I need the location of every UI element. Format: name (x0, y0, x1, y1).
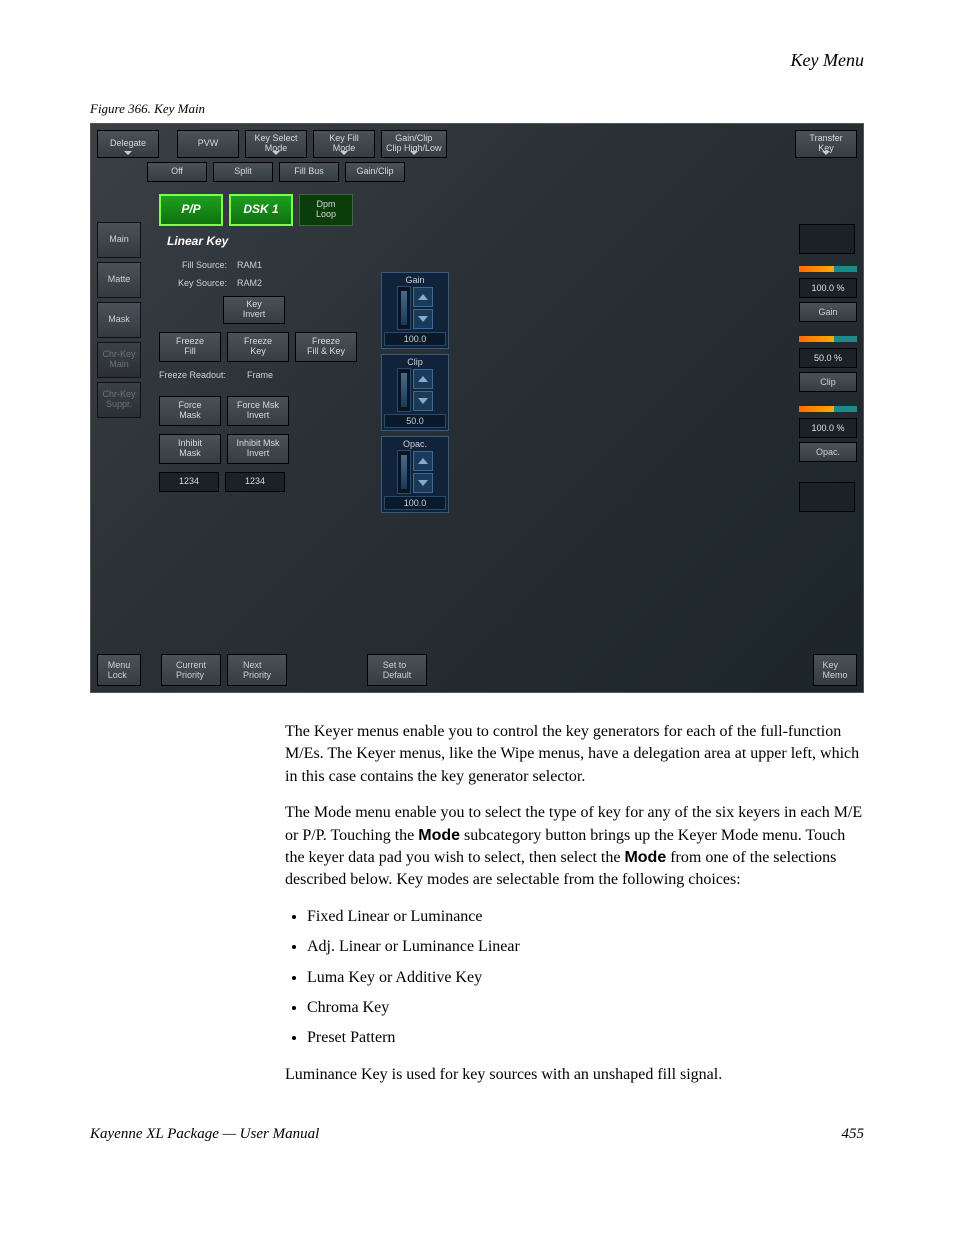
linear-key-title: Linear Key (167, 234, 857, 248)
slider-label: Clip (384, 357, 446, 367)
footer-left: Kayenne XL Package — User Manual (90, 1126, 319, 1143)
row2-button-2[interactable]: Fill Bus (279, 162, 339, 182)
row2-button-3[interactable]: Gain/Clip (345, 162, 405, 182)
slider-opac.[interactable]: Opac. 100.0 (381, 436, 449, 513)
left-tab-1[interactable]: Matte (97, 262, 141, 298)
mode-keyword-1: Mode (418, 827, 460, 844)
pp-button-1[interactable]: DSK 1 (229, 194, 293, 226)
bullet-4: Preset Pattern (307, 1027, 864, 1049)
fill-source-label: Fill Source: (159, 260, 227, 270)
left-tab-0[interactable]: Main (97, 222, 141, 258)
bullet-1: Adj. Linear or Luminance Linear (307, 936, 864, 958)
right-value-0: 100.0 % (799, 278, 857, 298)
right-label-2[interactable]: Opac. (799, 442, 857, 462)
meter-1 (799, 336, 857, 342)
bullet-0: Fixed Linear or Luminance (307, 906, 864, 928)
right-dark-box (799, 224, 855, 254)
arrow-down-icon[interactable] (413, 391, 433, 411)
mode-keyword-2: Mode (624, 849, 666, 866)
right-label-1[interactable]: Clip (799, 372, 857, 392)
slider-gain[interactable]: Gain 100.0 (381, 272, 449, 349)
row2-button-0[interactable]: Off (147, 162, 207, 182)
slider-label: Opac. (384, 439, 446, 449)
mask-button-2[interactable]: InhibitMask (159, 434, 221, 464)
top-button-2[interactable]: Key SelectMode (245, 130, 307, 158)
arrow-down-icon[interactable] (413, 309, 433, 329)
ui-screenshot: DelegatePVWKey SelectModeKey FillModeGai… (90, 123, 864, 693)
slider-clip[interactable]: Clip 50.0 (381, 354, 449, 431)
para3: Luminance Key is used for key sources wi… (285, 1064, 864, 1086)
slider-track[interactable] (397, 450, 411, 494)
left-tab-2[interactable]: Mask (97, 302, 141, 338)
key-source-value: RAM2 (237, 278, 262, 288)
body-text: The Keyer menus enable you to control th… (90, 721, 864, 1086)
row2-button-1[interactable]: Split (213, 162, 273, 182)
para2: The Mode menu enable you to select the t… (285, 802, 864, 892)
freeze-readout-value: Frame (247, 370, 273, 380)
slider-label: Gain (384, 275, 446, 285)
mask-button-1[interactable]: Force MskInvert (227, 396, 289, 426)
key-source-label: Key Source: (159, 278, 227, 288)
slider-track[interactable] (397, 286, 411, 330)
left-tab-3[interactable]: Chr-KeyMain (97, 342, 141, 378)
mask-button-0[interactable]: ForceMask (159, 396, 221, 426)
top-button-4[interactable]: Gain/ClipClip High/Low (381, 130, 447, 158)
fill-source-value: RAM1 (237, 260, 262, 270)
bullet-3: Chroma Key (307, 997, 864, 1019)
slider-value: 50.0 (384, 414, 446, 428)
right-value-2: 100.0 % (799, 418, 857, 438)
arrow-up-icon[interactable] (413, 369, 433, 389)
left-tab-4[interactable]: Chr-KeySuppr. (97, 382, 141, 418)
top-button-3[interactable]: Key FillMode (313, 130, 375, 158)
right-value-1: 50.0 % (799, 348, 857, 368)
right-dark-box-2 (799, 482, 855, 512)
arrow-up-icon[interactable] (413, 287, 433, 307)
slider-track[interactable] (397, 368, 411, 412)
mask-value-0: 1234 (159, 472, 219, 492)
mask-value-1: 1234 (225, 472, 285, 492)
top-button-1[interactable]: PVW (177, 130, 239, 158)
freeze-button-1[interactable]: FreezeKey (227, 332, 289, 362)
header-title: Key Menu (90, 50, 864, 71)
set-default-button[interactable]: Set toDefault (367, 654, 427, 686)
top-button-0[interactable]: Delegate (97, 130, 159, 158)
menu-lock-button[interactable]: MenuLock (97, 654, 141, 686)
next-priority-button[interactable]: NextPriority (227, 654, 287, 686)
bullet-2: Luma Key or Additive Key (307, 967, 864, 989)
mask-button-3[interactable]: Inhibit MskInvert (227, 434, 289, 464)
pp-button-0[interactable]: P/P (159, 194, 223, 226)
page-footer: Kayenne XL Package — User Manual 455 (90, 1126, 864, 1143)
meter-0 (799, 266, 857, 272)
right-label-0[interactable]: Gain (799, 302, 857, 322)
arrow-down-icon[interactable] (413, 473, 433, 493)
dpm-loop-button[interactable]: DpmLoop (299, 194, 353, 226)
bullet-list: Fixed Linear or Luminance Adj. Linear or … (307, 906, 864, 1050)
slider-value: 100.0 (384, 332, 446, 346)
key-memo-button[interactable]: KeyMemo (813, 654, 857, 686)
freeze-readout-label: Freeze Readout: (159, 370, 237, 380)
figure-caption: Figure 366. Key Main (90, 101, 864, 117)
current-priority-button[interactable]: CurrentPriority (161, 654, 221, 686)
meter-2 (799, 406, 857, 412)
key-invert-button[interactable]: KeyInvert (223, 296, 285, 324)
para1: The Keyer menus enable you to control th… (285, 721, 864, 788)
slider-value: 100.0 (384, 496, 446, 510)
transfer-key-button[interactable]: TransferKey (795, 130, 857, 158)
freeze-button-0[interactable]: FreezeFill (159, 332, 221, 362)
freeze-button-2[interactable]: FreezeFill & Key (295, 332, 357, 362)
arrow-up-icon[interactable] (413, 451, 433, 471)
footer-right: 455 (842, 1126, 865, 1143)
